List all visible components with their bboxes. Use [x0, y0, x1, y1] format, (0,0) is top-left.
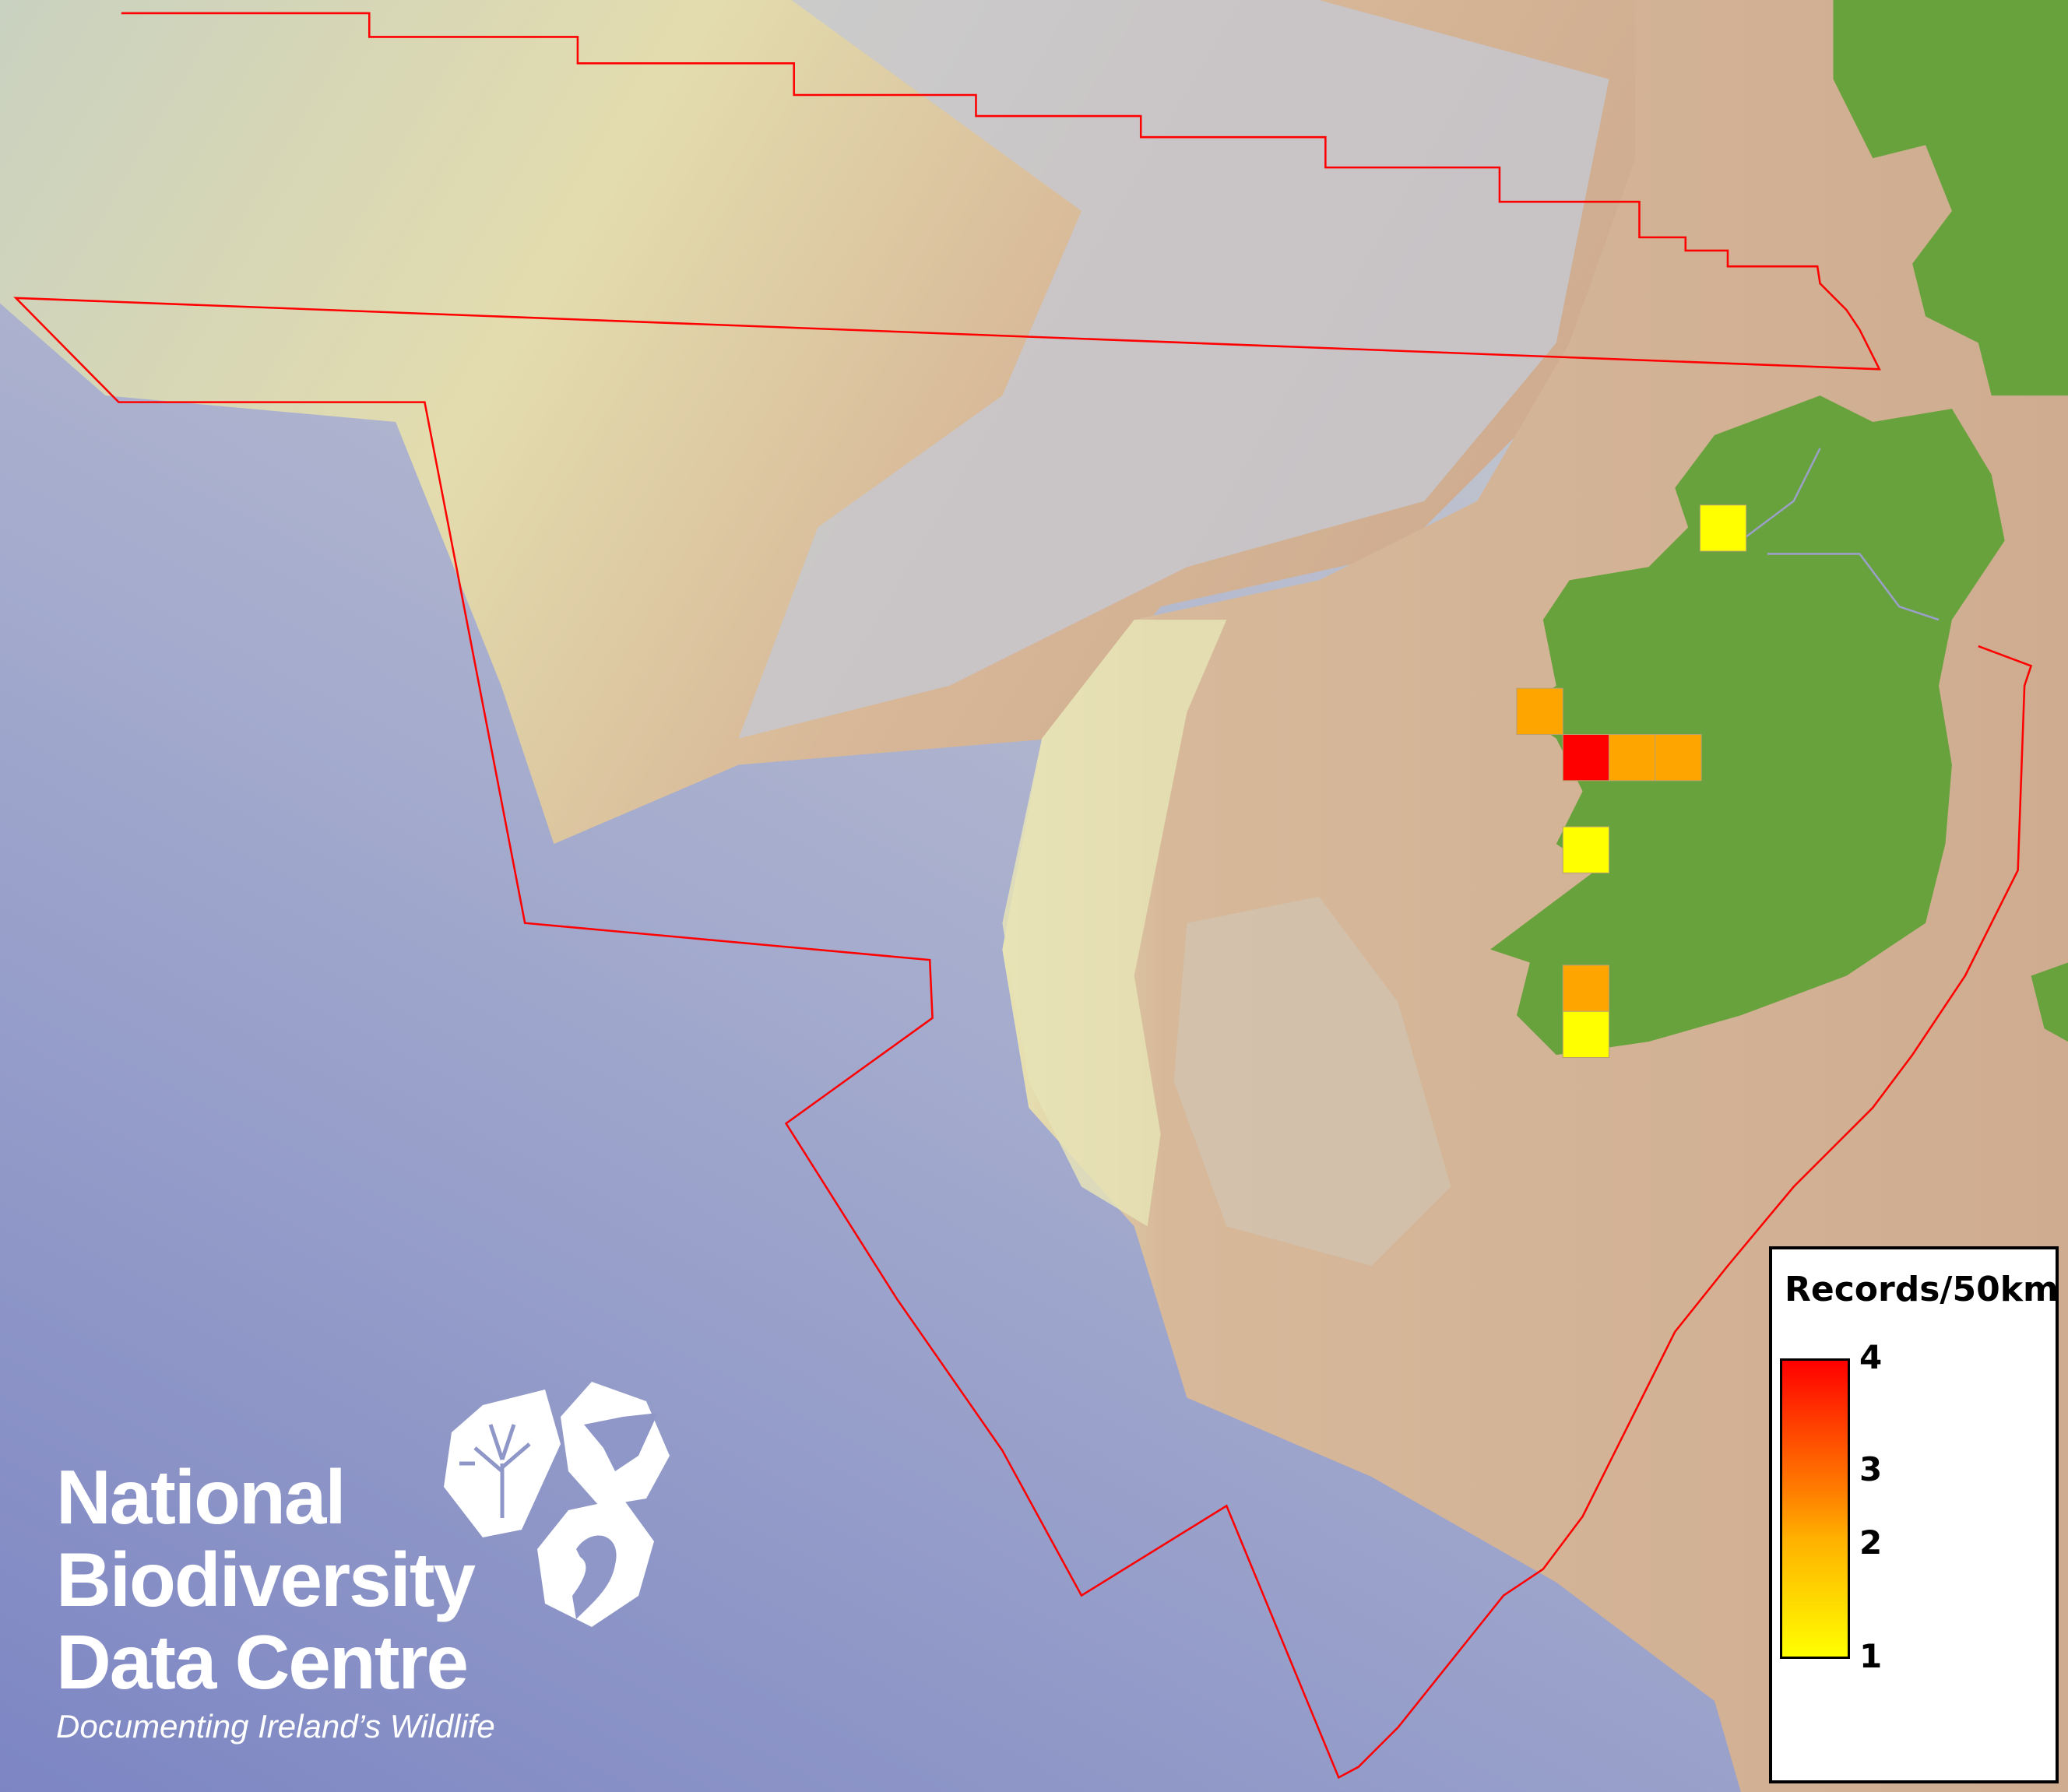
porcupine-bank: [1002, 620, 1227, 1227]
record-cell-1: [1699, 504, 1747, 552]
record-cell-2: [1609, 733, 1656, 782]
record-cell-2: [1655, 733, 1702, 782]
record-cell-1: [1562, 826, 1610, 873]
record-cell-2: [1516, 687, 1563, 736]
legend-tick-2: 2: [1859, 1523, 1883, 1562]
ni-border: [1740, 448, 1940, 621]
logo-line-2: Biodiversity: [56, 1537, 476, 1622]
records-grid: [1516, 504, 1747, 1059]
nbdc-logo: National Biodiversity Data Centre Docume…: [56, 1456, 495, 1745]
record-cell-4: [1562, 733, 1610, 782]
logo-hexagons-icon: [444, 1382, 670, 1627]
scotland-land: [1833, 0, 2068, 396]
legend-tick-3: 3: [1859, 1450, 1883, 1488]
logo-tagline: Documenting Ireland’s Wildlife: [56, 1708, 495, 1745]
legend-tick-4: 4: [1859, 1338, 1883, 1376]
porcupine-seabight: [1173, 896, 1451, 1267]
record-cell-1: [1562, 1010, 1610, 1059]
wales-land: [2031, 962, 2068, 1042]
legend-color-ramp: [1780, 1358, 1850, 1659]
logo-line-1: National: [56, 1454, 346, 1540]
eez-boundary-line: [13, 12, 2033, 1780]
rockall-trough: [738, 0, 1609, 739]
record-cell-2: [1562, 965, 1610, 1012]
legend-tick-1: 1: [1859, 1637, 1883, 1675]
ireland-land: [1490, 395, 2005, 1056]
legend: Records/50km 4 3 2 1: [1769, 1246, 2059, 1783]
logo-line-3: Data Centre: [56, 1619, 469, 1705]
legend-title: Records/50km: [1785, 1270, 2059, 1309]
